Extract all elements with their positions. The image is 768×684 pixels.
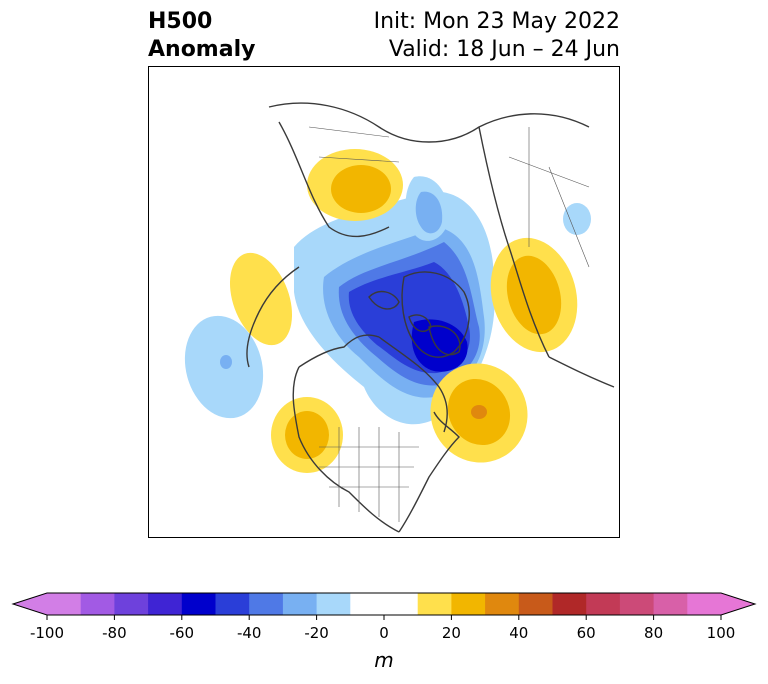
colorbar-over-arrow bbox=[721, 593, 755, 615]
colorbar-segment bbox=[148, 593, 183, 615]
forecast-dates: Init: Mon 23 May 2022 Valid: 18 Jun – 24… bbox=[374, 8, 620, 64]
colorbar-tick-label: 0 bbox=[379, 624, 389, 642]
positive-anomaly-east-siberia bbox=[307, 149, 403, 221]
colorbar-segment bbox=[181, 593, 216, 615]
colorbar-segment bbox=[215, 593, 250, 615]
colorbar-segment bbox=[451, 593, 486, 615]
colorbar-tick-label: -60 bbox=[170, 624, 195, 642]
valid-range: Valid: 18 Jun – 24 Jun bbox=[388, 37, 620, 62]
map-title: H500 Anomaly bbox=[148, 8, 255, 64]
positive-anomaly-north-atlantic bbox=[430, 363, 528, 463]
colorbar-segment bbox=[350, 593, 385, 615]
colorbar-segment bbox=[384, 593, 419, 615]
colorbar-segment bbox=[282, 593, 318, 615]
title-line-2: Anomaly bbox=[148, 37, 256, 62]
colorbar-tick-label: 20 bbox=[442, 624, 461, 642]
colorbar-segment bbox=[114, 593, 149, 615]
colorbar-segment bbox=[249, 593, 284, 615]
colorbar-segment bbox=[552, 593, 587, 615]
colorbar-tick-label: -40 bbox=[237, 624, 262, 642]
anomaly-map bbox=[148, 66, 620, 538]
colorbar-tick-label: -20 bbox=[304, 624, 329, 642]
colorbar-tick-label: 80 bbox=[644, 624, 663, 642]
colorbar-segment bbox=[518, 593, 553, 615]
colorbar-tick-label: -100 bbox=[30, 624, 64, 642]
colorbar-unit-label: m bbox=[374, 648, 393, 672]
coastlines bbox=[246, 102, 615, 533]
colorbar-tick-label: 60 bbox=[577, 624, 596, 642]
colorbar-segment bbox=[586, 593, 621, 615]
political-borders bbox=[308, 126, 590, 522]
colorbar-segment bbox=[687, 593, 722, 615]
anomaly-shading bbox=[184, 149, 591, 473]
positive-anomaly-gulf-of-alaska bbox=[229, 252, 293, 346]
colorbar-segments bbox=[47, 593, 722, 615]
map-canvas bbox=[184, 102, 615, 533]
positive-anomaly-western-us bbox=[271, 397, 343, 473]
colorbar-under-arrow bbox=[13, 593, 47, 615]
colorbar-segment bbox=[316, 593, 351, 615]
colorbar-segment bbox=[619, 593, 655, 615]
colorbar-segment bbox=[485, 593, 520, 615]
init-date: Init: Mon 23 May 2022 bbox=[373, 9, 620, 34]
colorbar-tick-label: 40 bbox=[509, 624, 528, 642]
title-line-1: H500 bbox=[148, 9, 213, 34]
colorbar-tick-label: 100 bbox=[707, 624, 736, 642]
colorbar-segment bbox=[80, 593, 115, 615]
colorbar-segment bbox=[47, 593, 82, 615]
colorbar-segment bbox=[653, 593, 688, 615]
colorbar-ticks: -100 -80 -60 -40 -20 0 20 40 60 80 100 bbox=[30, 615, 735, 642]
colorbar-tick-label: -80 bbox=[102, 624, 127, 642]
colorbar-segment bbox=[417, 593, 452, 615]
colorbar: -100 -80 -60 -40 -20 0 20 40 60 80 100 m bbox=[11, 592, 757, 672]
positive-anomaly-scandinavia bbox=[490, 237, 578, 353]
negative-anomaly-northwest-russia bbox=[563, 203, 591, 235]
